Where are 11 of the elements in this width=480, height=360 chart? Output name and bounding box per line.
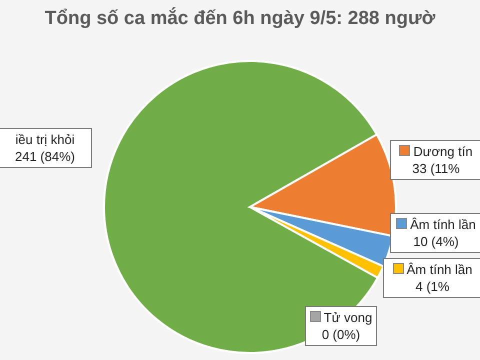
- data-label: 241 (84%): [14, 148, 76, 165]
- text: 0 (0%): [322, 327, 360, 342]
- legend-label: Âm tính lần: [409, 216, 477, 233]
- legend-label: Dương tín: [412, 143, 474, 160]
- data-label: 4 (1%: [414, 278, 450, 295]
- legend-label: Âm tính lần: [406, 261, 474, 278]
- slice-label: iều trị khỏi: [14, 131, 76, 148]
- data-label: 33 (11%: [411, 160, 461, 177]
- legend-label: Tử vong: [322, 309, 374, 326]
- data-label: 10 (4%): [412, 233, 460, 250]
- chart-title: Tổng số ca mắc đến 6h ngày 9/5: 288 ngườ: [44, 8, 436, 30]
